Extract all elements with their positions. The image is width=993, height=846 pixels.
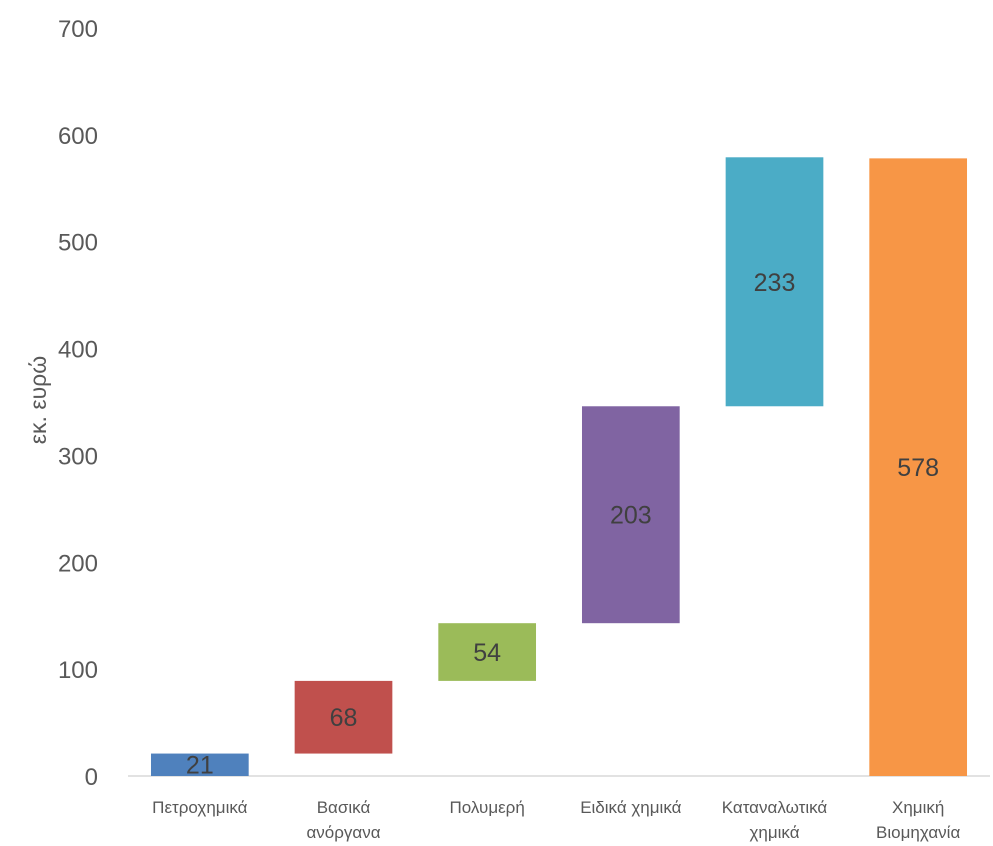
y-tick-label: 400 [58,337,98,364]
bar-value-label: 21 [186,752,214,780]
bars-group [150,157,968,776]
x-tick-label: Βιομηχανία [876,823,960,842]
x-tick-label: ανόργανα [306,823,380,842]
bar-value-label: 233 [754,269,796,297]
x-tick-label: Ειδικά χημικά [580,798,681,817]
x-axis-labels: Πετροχημικά Βασικά ανόργανα Πολυμερή Ειδικά … [152,798,960,842]
y-tick-label: 300 [58,443,98,470]
y-tick-label: 700 [58,16,98,43]
x-tick-label: Βασικά [317,798,371,817]
x-tick-label: Καταναλωτικά [722,798,828,817]
y-tick-label: 500 [58,230,98,257]
x-tick-label: Πετροχημικά [152,798,247,817]
x-tick-label: Χημική [892,798,944,817]
y-axis-ticks: 0 100 200 300 400 500 600 700 [58,16,98,791]
bar-value-label: 203 [610,502,652,530]
y-tick-label: 100 [58,657,98,684]
bar [725,157,824,407]
bar [581,406,680,624]
y-axis-title: εκ. ευρώ [25,356,51,444]
bar-value-label: 68 [330,704,358,732]
bar [150,753,249,776]
value-labels-group: 21 68 54 203 233 578 [186,269,939,780]
bar [869,158,968,776]
bar [438,623,537,681]
bar-value-label: 578 [897,454,939,482]
y-tick-label: 0 [85,764,98,791]
bar-value-label: 54 [473,639,501,667]
y-tick-label: 200 [58,550,98,577]
bar [294,680,393,754]
x-tick-label: Πολυμερή [450,798,525,817]
y-tick-label: 600 [58,123,98,150]
x-tick-label: χημικά [749,823,799,842]
